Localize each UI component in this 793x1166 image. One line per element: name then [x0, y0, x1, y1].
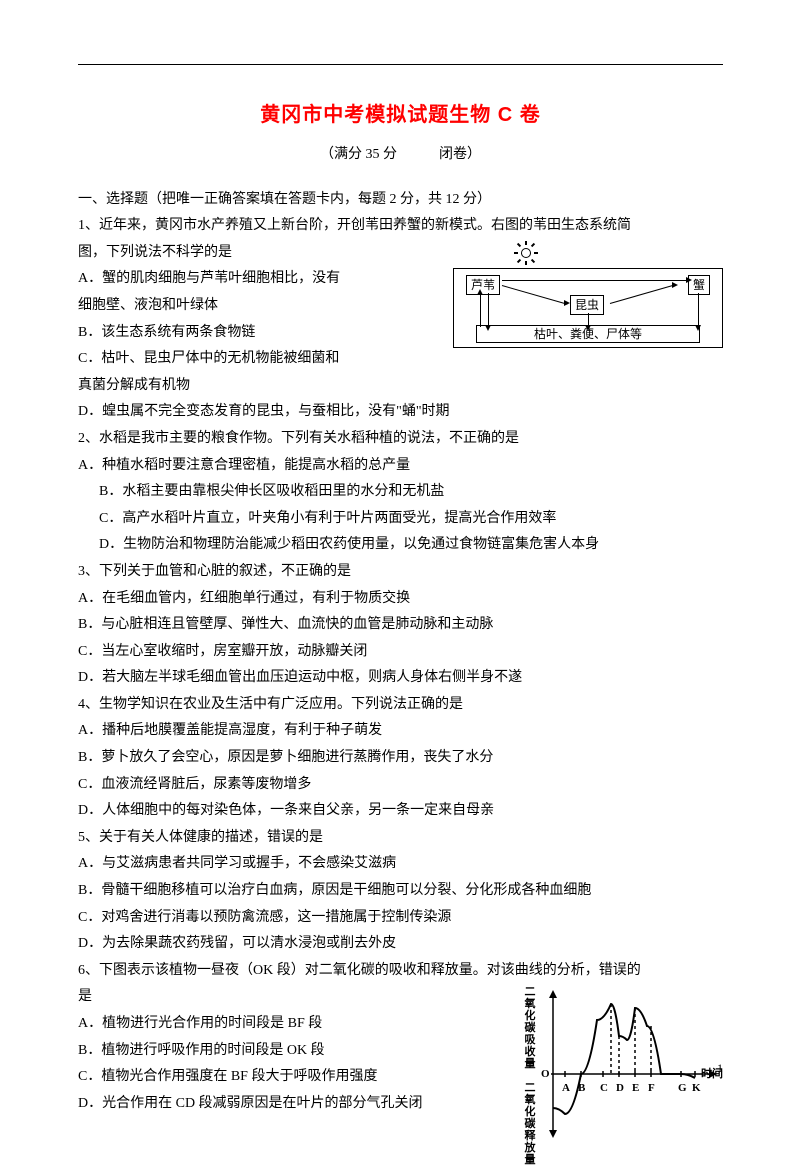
q3-opt-d: D．若大脑左半球毛细血管出血压迫运动中枢，则病人身体右侧半身不遂 [78, 665, 723, 692]
q3-stem: 3、下列关于血管和心脏的叙述，不正确的是 [78, 559, 723, 586]
q5-opt-d: D．为去除果蔬农药残留，可以清水浸泡或削去外皮 [78, 931, 723, 958]
q4-stem: 4、生物学知识在农业及生活中有广泛应用。下列说法正确的是 [78, 692, 723, 719]
q1-opt-d: D．蝗虫属不完全变态发育的昆虫，与蚕相比，没有"蛹"时期 [78, 399, 723, 426]
question-6-body: 二 氧 化 碳 吸 收 量 二 氧 化 碳 释 放 量 O 时间 ABCDEFG… [78, 984, 723, 1150]
q2-stem: 2、水稻是我市主要的粮食作物。下列有关水稻种植的说法，不正确的是 [78, 426, 723, 453]
header-rule [78, 64, 723, 65]
chart-svg [523, 986, 723, 1146]
co2-curve-chart: 二 氧 化 碳 吸 收 量 二 氧 化 碳 释 放 量 O 时间 ABCDEFG… [523, 986, 723, 1146]
exam-subtitle: （满分 35 分 闭卷） [78, 142, 723, 169]
q4-opt-c: C．血液流经肾脏后，尿素等废物增多 [78, 772, 723, 799]
ecosystem-diagram: 芦苇 昆虫 蟹 枯叶、粪便、尸体等 [453, 242, 723, 352]
q1-opt-c2: 真菌分解成有机物 [78, 373, 723, 400]
question-1: 1、近年来，黄冈市水产养殖又上新台阶，开创苇田养蟹的新模式。右图的苇田生态系统简… [78, 213, 723, 426]
box-insect: 昆虫 [570, 295, 604, 315]
q1-stem-line1: 1、近年来，黄冈市水产养殖又上新台阶，开创苇田养蟹的新模式。右图的苇田生态系统简 [78, 213, 723, 240]
eco-frame: 芦苇 昆虫 蟹 枯叶、粪便、尸体等 [453, 268, 723, 348]
q3-opt-b: B．与心脏相连且管壁厚、弹性大、血流快的血管是肺动脉和主动脉 [78, 612, 723, 639]
page-number: 1 [717, 1057, 723, 1080]
exam-title: 黄冈市中考模拟试题生物 C 卷 [78, 96, 723, 134]
q5-opt-a: A．与艾滋病患者共同学习或握手，不会感染艾滋病 [78, 851, 723, 878]
q2-opt-b: B．水稻主要由靠根尖伸长区吸收稻田里的水分和无机盐 [78, 479, 723, 506]
q3-opt-c: C．当左心室收缩时，房室瓣开放，动脉瓣关闭 [78, 639, 723, 666]
q5-opt-c: C．对鸡舍进行消毒以预防禽流感，这一措施属于控制传染源 [78, 905, 723, 932]
section-1-heading: 一、选择题（把唯一正确答案填在答题卡内，每题 2 分，共 12 分） [78, 187, 723, 214]
q5-stem: 5、关于有关人体健康的描述，错误的是 [78, 825, 723, 852]
q2-opt-c: C．高产水稻叶片直立，叶夹角小有利于叶片两面受光，提高光合作用效率 [78, 506, 723, 533]
q5-opt-b: B．骨髓干细胞移植可以治疗白血病，原因是干细胞可以分裂、分化形成各种血细胞 [78, 878, 723, 905]
sun-icon [515, 242, 537, 264]
q2-opt-d: D．生物防治和物理防治能减少稻田农药使用量，以免通过食物链富集危害人本身 [78, 532, 723, 559]
q3-opt-a: A．在毛细血管内，红细胞单行通过，有利于物质交换 [78, 586, 723, 613]
chart-origin: O [541, 1064, 550, 1085]
q4-opt-a: A．播种后地膜覆盖能提高湿度，有利于种子萌发 [78, 718, 723, 745]
q4-opt-d: D．人体细胞中的每对染色体，一条来自父亲，另一条一定来自母亲 [78, 798, 723, 825]
box-reed: 芦苇 [466, 275, 500, 295]
q2-opt-a: A．种植水稻时要注意合理密植，能提高水稻的总产量 [78, 453, 723, 480]
q4-opt-b: B．萝卜放久了会空心，原因是萝卜细胞进行蒸腾作用，丧失了水分 [78, 745, 723, 772]
q6-stem-line1: 6、下图表示该植物一昼夜（OK 段）对二氧化碳的吸收和释放量。对该曲线的分析，错… [78, 958, 723, 985]
